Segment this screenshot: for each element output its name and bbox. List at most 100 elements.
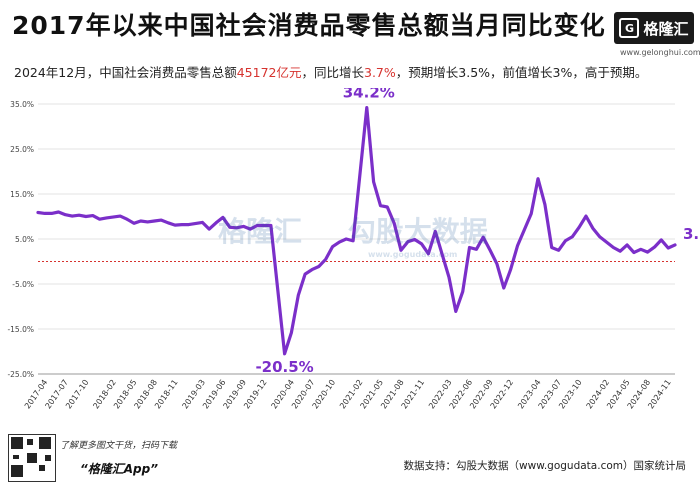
data-point xyxy=(304,273,307,276)
data-point xyxy=(584,215,587,218)
data-point xyxy=(365,106,368,109)
data-point xyxy=(557,249,560,252)
data-point xyxy=(84,215,87,218)
data-point xyxy=(550,246,553,249)
data-point xyxy=(331,245,334,248)
data-point xyxy=(612,246,615,249)
y-tick-label: -5.0% xyxy=(12,280,34,289)
footer-download-hint: 了解更多图文干货，扫码下载 xyxy=(60,441,178,451)
data-point xyxy=(201,221,204,224)
data-point xyxy=(153,220,156,222)
data-source: 数据支持：勾股大数据（www.gogudata.com）国家统计局 xyxy=(403,460,686,472)
data-point xyxy=(242,225,245,228)
data-point xyxy=(420,242,423,245)
data-point xyxy=(626,243,629,246)
y-tick-label: 5.0% xyxy=(15,235,34,244)
data-point xyxy=(173,224,176,227)
data-point xyxy=(646,251,649,254)
data-point xyxy=(543,203,546,206)
data-point xyxy=(139,220,142,222)
data-point xyxy=(516,244,519,247)
data-point xyxy=(564,239,567,242)
data-point xyxy=(509,268,512,271)
data-point xyxy=(64,213,67,216)
data-point xyxy=(208,228,211,231)
line-chart: 35.0%25.0%15.0%5.0%-5.0%-15.0%-25.0%2017… xyxy=(7,88,700,411)
data-point xyxy=(447,276,450,279)
data-point xyxy=(502,287,505,290)
data-point xyxy=(406,240,409,243)
data-point xyxy=(126,218,129,221)
data-label: -20.5% xyxy=(255,358,313,376)
data-point xyxy=(221,216,224,219)
data-point xyxy=(598,235,601,238)
data-point xyxy=(461,290,464,293)
data-point xyxy=(338,241,341,244)
y-tick-label: 25.0% xyxy=(10,145,34,154)
subtitle-highlight-growth: 3.7% xyxy=(364,65,396,80)
data-point xyxy=(413,238,416,241)
data-point xyxy=(468,246,471,249)
qr-code xyxy=(8,434,56,482)
data-point xyxy=(495,262,498,265)
y-tick-label: -25.0% xyxy=(7,370,34,379)
data-label: 34.2% xyxy=(343,88,395,102)
brand-logo-icon: G xyxy=(619,18,640,38)
data-point xyxy=(187,223,190,226)
data-point xyxy=(571,235,574,238)
data-point xyxy=(530,212,533,215)
data-point xyxy=(578,226,581,229)
data-point xyxy=(37,211,39,214)
data-point xyxy=(310,268,313,271)
data-point xyxy=(537,177,540,180)
data-point xyxy=(228,226,231,229)
footer-app-name: “格隆汇App” xyxy=(80,462,158,476)
data-point xyxy=(71,215,74,218)
data-point xyxy=(167,221,170,224)
brand-name: 格隆汇 xyxy=(643,19,689,38)
data-point xyxy=(379,204,382,207)
data-point xyxy=(427,252,430,255)
data-point xyxy=(249,228,252,231)
data-point xyxy=(215,221,218,224)
chart-title: 2017年以来中国社会消费品零售总额当月同比变化 xyxy=(12,11,606,40)
data-point xyxy=(667,247,670,249)
data-point xyxy=(235,226,238,229)
data-point xyxy=(352,239,355,242)
data-point xyxy=(660,238,663,241)
data-point xyxy=(639,248,642,251)
data-point xyxy=(146,220,149,223)
data-label: 3.7% xyxy=(683,225,700,243)
data-point xyxy=(372,180,375,183)
brand-url: www.gelonghui.com xyxy=(620,48,700,57)
data-point xyxy=(78,214,81,217)
data-point xyxy=(317,265,320,268)
data-point xyxy=(454,310,457,313)
data-point xyxy=(386,206,389,209)
data-point xyxy=(619,250,622,253)
subtitle-post: ，预期增长3.5%，前值增长3%，高于预期。 xyxy=(395,65,648,80)
data-point xyxy=(283,352,286,355)
y-tick-label: -15.0% xyxy=(7,325,34,334)
data-point xyxy=(105,216,108,219)
data-point xyxy=(269,224,272,227)
data-point xyxy=(57,211,60,213)
data-point xyxy=(50,212,53,215)
data-point xyxy=(160,219,163,222)
data-point xyxy=(91,214,94,217)
data-point xyxy=(290,331,293,334)
data-point xyxy=(653,246,656,249)
subtitle-mid: ，同比增长 xyxy=(301,65,364,80)
data-point xyxy=(475,248,478,251)
data-point xyxy=(98,218,101,221)
brand-logo: G 格隆汇 xyxy=(614,12,694,44)
data-point xyxy=(393,222,396,225)
data-point xyxy=(489,249,492,252)
data-point xyxy=(180,223,183,226)
subtitle-pre: 2024年12月，中国社会消费品零售总额 xyxy=(14,65,237,80)
series-line xyxy=(36,106,677,356)
data-point xyxy=(632,251,635,254)
y-tick-label: 15.0% xyxy=(10,190,34,199)
data-point xyxy=(297,294,300,297)
data-point xyxy=(482,236,485,239)
